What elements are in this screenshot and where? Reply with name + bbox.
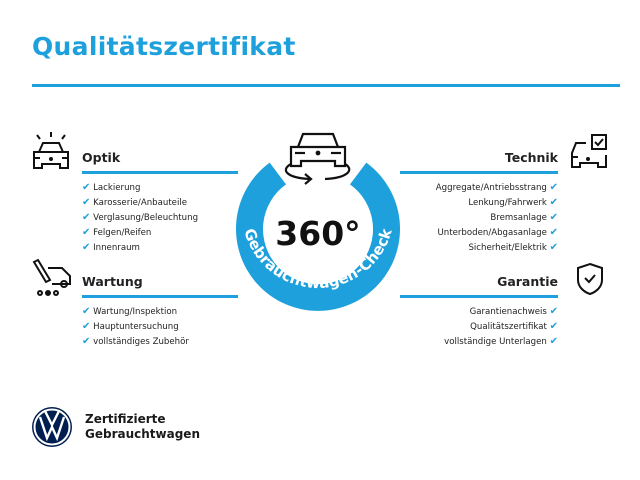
check-icon: ✔ (82, 227, 91, 238)
list-item: Garantienachweis ✔ (469, 306, 558, 317)
section-divider (400, 295, 558, 298)
section-divider (82, 295, 238, 298)
section-heading: Garantie (497, 274, 558, 289)
section-heading: Optik (82, 150, 121, 165)
check-icon: ✔ (82, 197, 91, 208)
check-icon: ✔ (549, 227, 558, 238)
list-item: Sicherheit/Elektrik ✔ (468, 242, 558, 253)
service-tools-icon (32, 258, 71, 296)
list-item: ✔ Wartung/Inspektion (82, 306, 178, 317)
car-lights-icon (33, 132, 69, 169)
list-item: ✔ Hauptuntersuchung (82, 321, 179, 332)
section-heading: Wartung (82, 274, 143, 289)
list-item: Qualitätszertifikat ✔ (470, 321, 558, 332)
list-item: ✔ Innenraum (82, 242, 140, 253)
check-icon: ✔ (549, 182, 558, 193)
brand-line-2: Gebrauchtwagen (85, 427, 200, 441)
check-icon: ✔ (82, 336, 91, 347)
badge-degrees: 360° (275, 214, 360, 253)
car-check-icon (571, 134, 607, 168)
section-divider (82, 171, 238, 174)
title-divider (32, 84, 620, 87)
brand-line-1: Zertifizierte (85, 412, 166, 426)
360-check-badge: 360° Gebrauchtwagen-Check (236, 132, 400, 311)
check-icon: ✔ (82, 306, 91, 317)
badge-ring (236, 162, 400, 311)
section-heading: Technik (504, 150, 558, 165)
section-garantie: Garantie Garantienachweis ✔ Qualitätszer… (400, 274, 558, 349)
list-item: Bremsanlage ✔ (490, 212, 558, 223)
list-item: ✔ Felgen/Reifen (82, 227, 152, 238)
check-icon: ✔ (549, 321, 558, 332)
check-icon: ✔ (549, 306, 558, 317)
list-item: Aggregate/Antriebsstrang ✔ (435, 182, 558, 193)
section-optik: Optik ✔ Lackierung ✔ Karosserie/Anbautei… (82, 150, 238, 255)
vw-logo (32, 407, 72, 447)
section-wartung: Wartung ✔ Wartung/Inspektion ✔ Hauptunte… (82, 274, 238, 349)
list-item: ✔ Lackierung (82, 182, 141, 193)
rotating-car-icon (284, 132, 351, 185)
check-icon: ✔ (82, 212, 91, 223)
list-item: Unterboden/Abgasanlage ✔ (437, 227, 559, 238)
section-technik: Technik Aggregate/Antriebsstrang ✔ Lenku… (400, 150, 558, 255)
list-item: ✔ Karosserie/Anbauteile (82, 197, 188, 208)
check-icon: ✔ (82, 182, 91, 193)
list-item: ✔ Verglasung/Beleuchtung (82, 212, 199, 223)
list-item: Lenkung/Fahrwerk ✔ (468, 197, 558, 208)
brand-text: Zertifizierte Gebrauchtwagen (85, 412, 200, 442)
check-icon: ✔ (549, 242, 558, 253)
check-icon: ✔ (549, 336, 558, 347)
check-icon: ✔ (549, 212, 558, 223)
check-icon: ✔ (549, 197, 558, 208)
check-icon: ✔ (82, 321, 91, 332)
check-icon: ✔ (82, 242, 91, 253)
shield-check-icon (577, 262, 603, 296)
section-divider (400, 171, 558, 174)
page-title: Qualitätszertifikat (32, 32, 296, 61)
list-item: vollständige Unterlagen ✔ (444, 336, 558, 347)
list-item: ✔ vollständiges Zubehör (82, 336, 189, 347)
